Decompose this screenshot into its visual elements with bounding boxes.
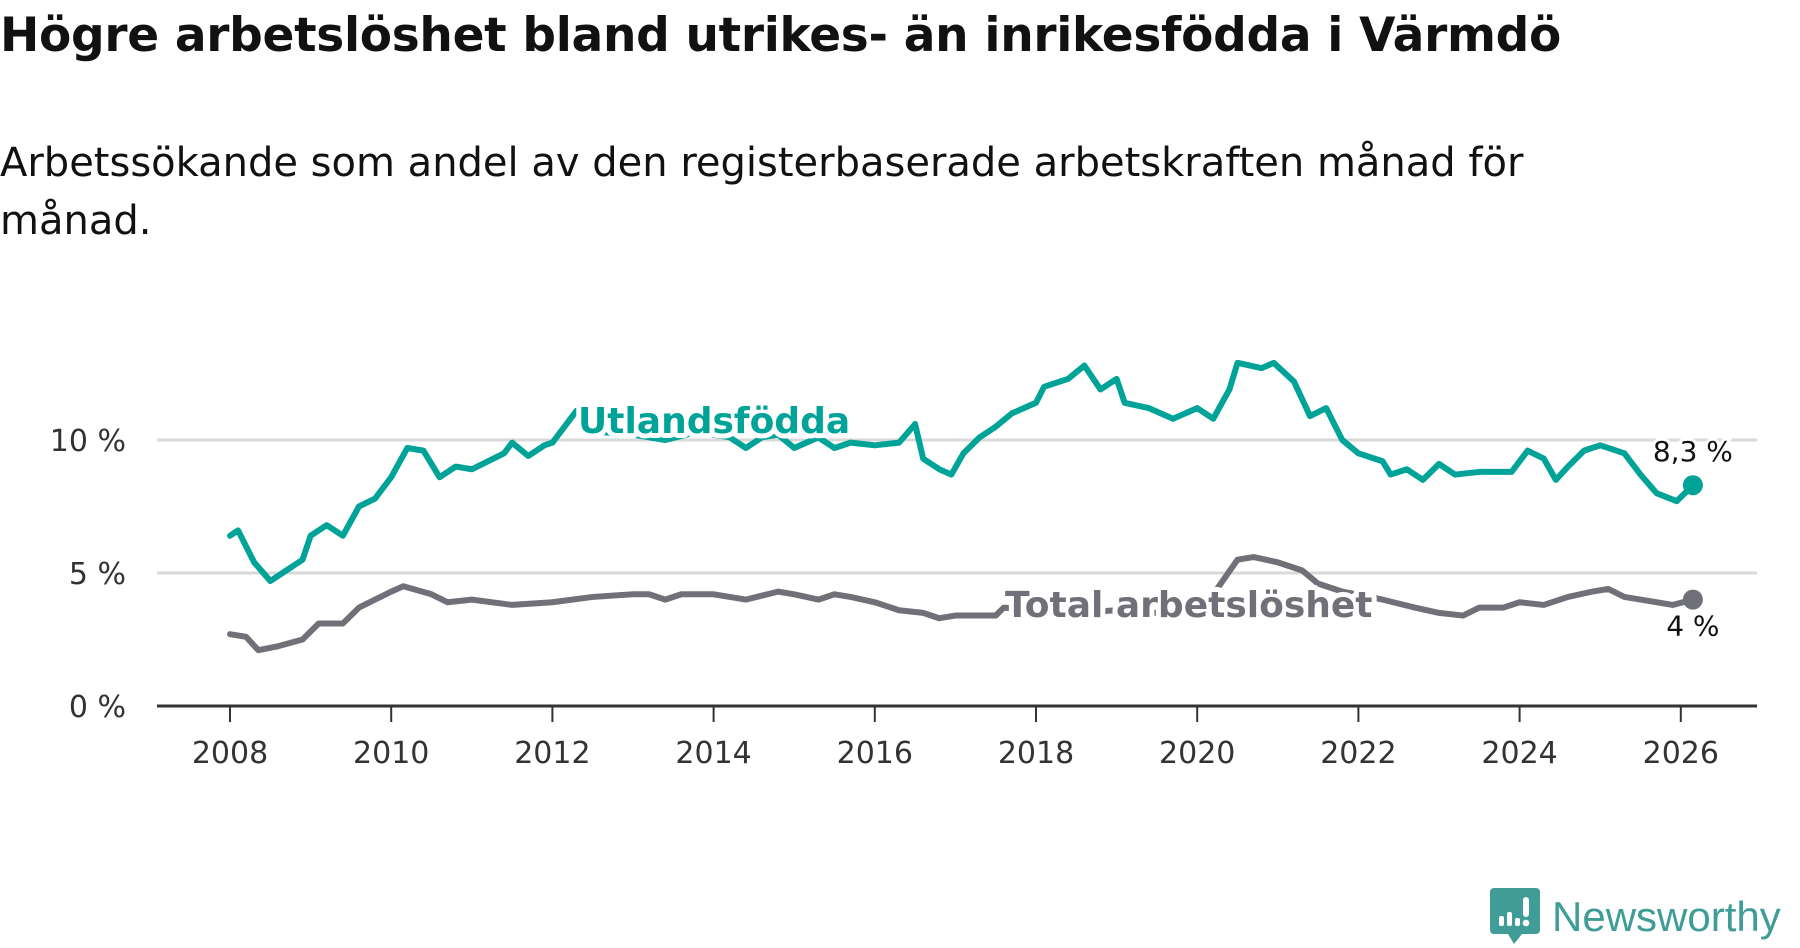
x-tick-label: 2014 [675,736,751,771]
end-point-utlandsfodda [1682,475,1703,496]
x-tick-label: 2024 [1481,736,1557,771]
chart-title: Högre arbetslöshet bland utrikes- än inr… [0,8,1561,63]
x-tick-label: 2012 [514,736,590,771]
chart-subtitle: Arbetssökande som andel av den registerb… [0,140,1524,244]
logo-text: Newsworthy [1552,893,1781,940]
series-label-total: Total arbetslöshet [1005,585,1373,626]
x-tick-label: 2018 [998,736,1074,771]
x-axis: 2008 2010 2012 2014 2016 2018 2020 2022 2024 2026 [157,704,1757,771]
series-lines [227,359,1703,654]
x-tick-label: 2010 [353,736,429,771]
end-label-total: 4 % [1666,610,1719,643]
x-tick-label: 2026 [1643,736,1719,771]
x-tick-label: 2020 [1159,736,1235,771]
newsworthy-logo: Newsworthy [1490,888,1781,946]
gridlines [157,438,1757,575]
series-label-utlandsfodda: Utlandsfödda [578,401,850,442]
end-point-total [1682,589,1703,610]
newsworthy-logo-icon [1490,888,1540,944]
y-tick-label: 0 % [69,690,126,725]
x-tick-label: 2022 [1320,736,1396,771]
y-axis: 0 % 5 % 10 % [50,424,126,725]
series-line-total [227,554,1696,654]
x-tick-label: 2008 [192,736,268,771]
end-label-utlandsfodda: 8,3 % [1653,435,1733,468]
y-tick-label: 10 % [50,424,126,459]
series-line-utlandsfodda [227,359,1696,584]
y-tick-label: 5 % [69,557,126,592]
x-tick-label: 2016 [837,736,913,771]
